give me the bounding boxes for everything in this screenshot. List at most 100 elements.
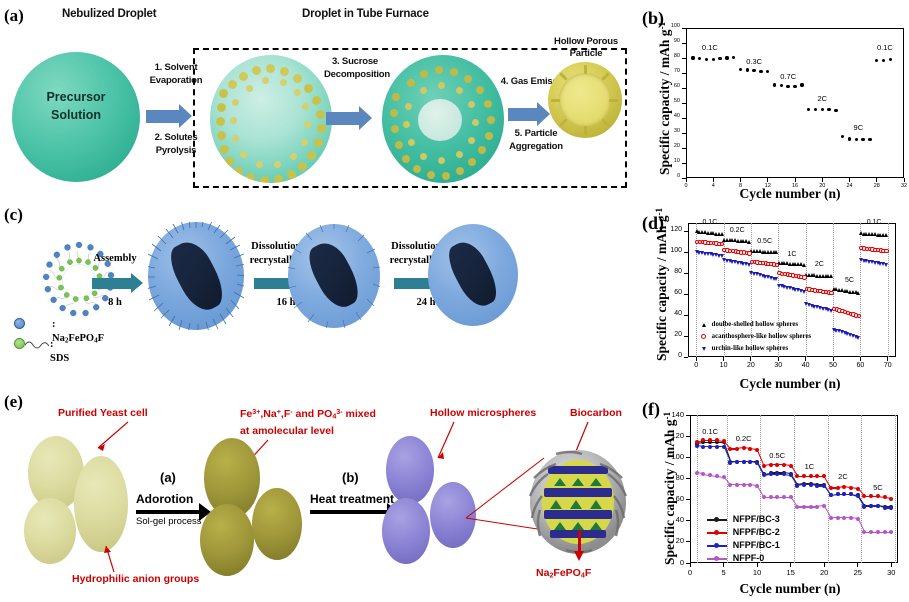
data-point xyxy=(774,277,779,282)
data-point xyxy=(771,276,776,281)
data-point xyxy=(752,271,757,276)
data-point xyxy=(752,69,756,73)
x-tickmark xyxy=(723,563,725,567)
data-point xyxy=(734,482,739,487)
data-point xyxy=(875,494,880,499)
legend-marker xyxy=(701,323,706,328)
x-tickmark xyxy=(890,563,892,567)
data-point xyxy=(779,260,784,265)
series-segment xyxy=(804,506,811,508)
y-tickmark xyxy=(682,162,686,164)
y-tickmark xyxy=(682,102,686,104)
legend-label: NFPF/BC-2 xyxy=(732,527,780,538)
data-point xyxy=(858,258,863,263)
data-point xyxy=(878,232,883,237)
x-tickmark xyxy=(723,357,725,361)
data-point xyxy=(721,475,726,480)
series-segment xyxy=(770,463,778,466)
data-point xyxy=(741,261,746,266)
data-point xyxy=(837,287,842,292)
data-point xyxy=(802,482,807,487)
data-point xyxy=(755,447,760,452)
data-point xyxy=(721,439,726,444)
data-point xyxy=(704,57,709,62)
y-tickmark xyxy=(682,147,686,149)
x-tick-label: 50 xyxy=(829,362,837,369)
series-segment xyxy=(871,505,878,507)
hollow-microsphere-3 xyxy=(430,482,476,548)
series-segment xyxy=(736,484,744,486)
y-tick-label: 100 xyxy=(670,22,680,29)
y-tickmark xyxy=(686,541,690,543)
panel-f-chart: (f) Specific capacity / mAh g-1 Cycle nu… xyxy=(640,393,909,602)
data-point xyxy=(761,495,766,500)
data-point xyxy=(741,459,746,464)
x-tick-label: 0 xyxy=(687,568,693,577)
label-hollow-microspheres: Hollow microspheres xyxy=(430,407,537,419)
data-point xyxy=(761,473,766,478)
series-segment xyxy=(844,493,852,495)
data-point xyxy=(724,237,729,242)
data-point xyxy=(881,58,886,62)
data-point xyxy=(806,108,811,112)
data-point xyxy=(793,84,797,89)
data-point xyxy=(701,440,706,445)
data-point xyxy=(815,273,820,278)
x-tick-label: 28 xyxy=(873,183,880,189)
series-segment xyxy=(877,531,885,534)
rate-label: 0.1C xyxy=(702,219,718,227)
data-point xyxy=(802,504,807,509)
hollow-sphere-16h xyxy=(288,224,380,328)
panel-c-schematic: (c) xyxy=(0,200,640,390)
data-point xyxy=(842,492,847,497)
y-tickmark xyxy=(684,272,688,274)
series-segment xyxy=(837,493,845,495)
panel-a-title-left: Nebulized Droplet xyxy=(62,8,157,20)
data-point xyxy=(801,262,806,267)
rate-label: 9C xyxy=(853,122,864,132)
data-point xyxy=(850,334,855,339)
data-point xyxy=(869,232,874,237)
y-tick-label: 100 xyxy=(670,246,682,254)
arrow-dissolution-1 xyxy=(254,273,303,293)
label-hydrophilic-anion-groups: Hydrophilic anion groups xyxy=(72,573,200,585)
series-segment xyxy=(730,448,737,450)
data-point xyxy=(771,249,776,254)
x-tickmark xyxy=(695,357,697,361)
data-point xyxy=(728,460,733,465)
series-segment xyxy=(703,441,711,444)
data-point xyxy=(820,306,825,311)
y-tickmark xyxy=(686,499,690,501)
data-point xyxy=(849,492,854,497)
data-point xyxy=(708,252,713,257)
data-point xyxy=(835,492,840,497)
y-tick-label: 90 xyxy=(673,37,680,44)
data-point xyxy=(848,289,853,294)
data-point xyxy=(730,259,735,264)
x-tickmark xyxy=(821,178,823,182)
data-point xyxy=(775,495,780,500)
data-point xyxy=(781,495,786,500)
data-point xyxy=(716,231,721,236)
series-segment xyxy=(884,531,892,534)
x-tick-label: 5 xyxy=(721,568,726,577)
data-point xyxy=(786,84,790,89)
data-point xyxy=(727,259,732,264)
data-point xyxy=(881,262,886,267)
x-tickmark xyxy=(876,178,878,182)
gridline xyxy=(696,223,698,357)
step-a-tag: (a) xyxy=(160,470,176,485)
hollow-porous-particle-label: Hollow Porous Particle xyxy=(554,36,618,60)
data-point xyxy=(855,487,860,491)
data-point xyxy=(883,233,888,238)
data-point xyxy=(761,463,766,468)
x-tickmark xyxy=(857,563,859,567)
x-tick-label: 10 xyxy=(719,362,728,369)
data-point xyxy=(842,515,847,520)
series-segment xyxy=(864,531,872,534)
series-segment xyxy=(830,516,838,519)
panel-f-xlabel: Cycle number (n) xyxy=(739,581,841,596)
y-tickmark xyxy=(682,177,686,179)
y-tickmark xyxy=(682,72,686,74)
